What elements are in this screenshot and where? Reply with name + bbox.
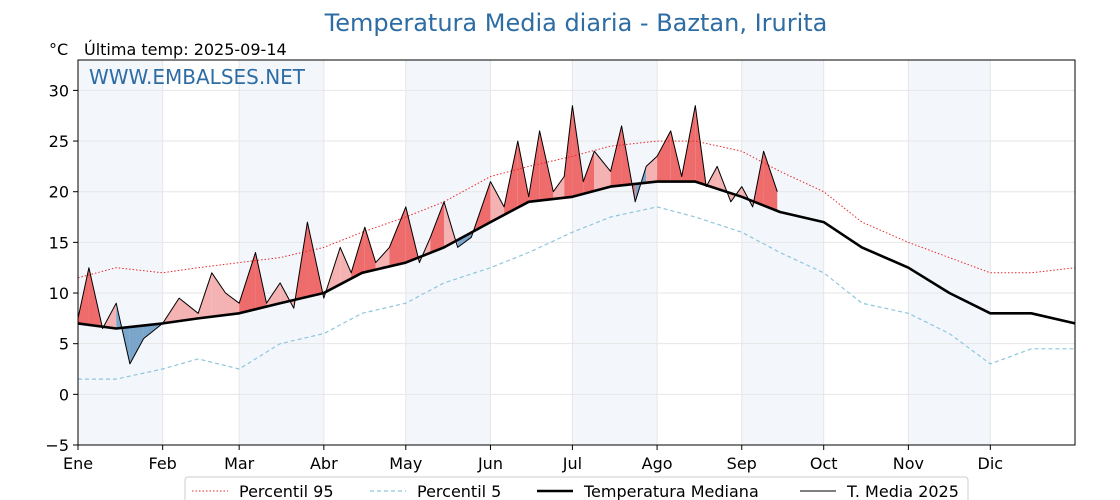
above-median-area [553,176,565,199]
watermark: WWW.EMBALSES.NET [89,65,306,89]
x-tick-label: Feb [149,454,177,473]
x-tick-label: Mar [224,454,255,473]
legend-label: T. Media 2025 [846,482,959,500]
above-median-area [564,105,573,198]
above-median-area [583,151,595,194]
month-band [572,60,658,445]
above-median-area [389,206,406,267]
month-band [405,60,491,445]
y-tick-label: 25 [49,132,69,151]
legend: Percentil 95 Percentil 5 Temperatura Media… [184,476,969,500]
series-line-current [77,105,778,365]
y-tick-label: 30 [49,81,69,100]
above-median-area [225,293,240,315]
series-line-p5 [78,206,1075,380]
above-median-area [763,151,778,211]
x-tick-label: Ago [642,454,673,473]
x-tick-label: Abr [310,454,338,473]
series-line-p95 [77,140,1076,279]
last-temp-label: Última temp: 2025-09-14 [84,40,287,59]
month-band [908,60,991,445]
x-tick-label: Dic [978,454,1004,473]
legend-label: Percentil 5 [417,482,501,500]
y-tick-label: 10 [49,284,69,303]
month-band [78,60,163,445]
above-median-area [375,247,390,270]
plot-frame [77,59,1076,446]
above-median-area [211,272,226,317]
above-median-area [364,227,376,273]
below-median-area [457,232,472,248]
x-tick-label: May [389,454,422,473]
above-median-area [517,141,529,208]
above-median-area [179,298,199,322]
plot-area: −5 0 5 10 15 20 25 30 Ene Feb Mar Abr May Jun Jul Ago Se… [45,59,1076,473]
x-tick-label: Ene [63,454,93,473]
y-tick-label: 20 [49,183,69,202]
x-tick-label: Jul [562,454,582,473]
y-tick-label: 0 [59,385,69,404]
above-median-area [594,151,611,191]
above-median-area [490,181,505,223]
legend-label: Temperatura Mediana [583,482,759,500]
x-tick-label: Jun [477,454,503,473]
month-band [741,60,824,445]
above-median-area [430,201,445,253]
series-line-median [77,180,1076,330]
x-tick-label: Sep [727,454,757,473]
above-median-area [340,247,352,285]
legend-label: Percentil 95 [239,482,334,500]
above-median-area [657,130,671,182]
chart-title: Temperatura Media diaria - Baztan, Iruri… [324,9,828,37]
above-median-area [646,156,658,183]
y-tick-label: 5 [59,335,69,354]
y-tick-label: 15 [49,233,69,252]
y-tick-label: −5 [45,436,69,455]
x-tick-label: Oct [810,454,838,473]
above-median-area [572,105,584,197]
below-median-area [129,325,144,364]
above-median-area [610,125,622,187]
above-median-area [239,252,256,314]
unit-label: °C [49,40,68,59]
x-tick-label: Nov [893,454,924,473]
legend-box [184,476,969,500]
